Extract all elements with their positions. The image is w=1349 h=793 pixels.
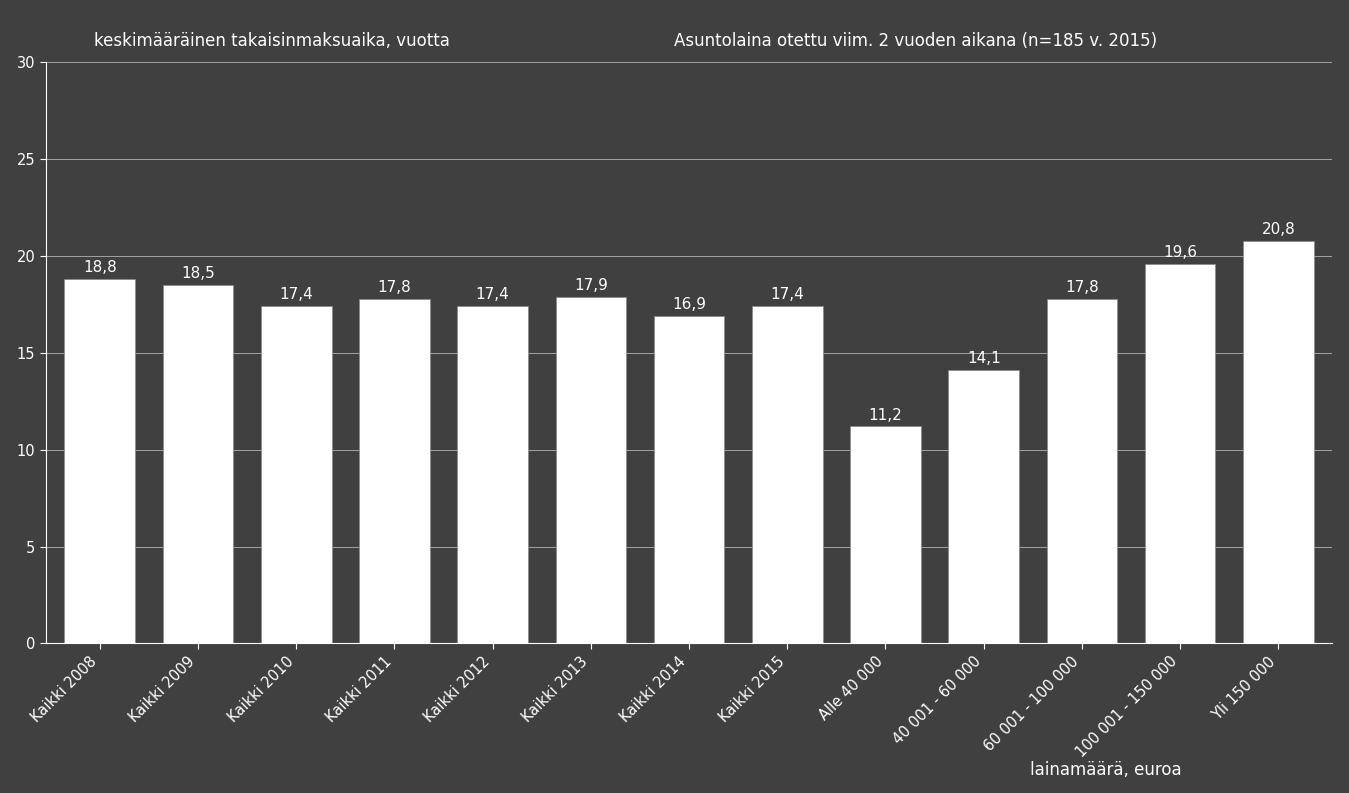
Bar [359,299,430,643]
Text: 20,8: 20,8 [1261,221,1295,236]
Text: 17,8: 17,8 [1064,280,1099,295]
Bar [1145,264,1215,643]
Bar [457,306,527,643]
Text: 17,4: 17,4 [770,288,804,302]
Text: keskimääräinen takaisinmaksuaika, vuotta: keskimääräinen takaisinmaksuaika, vuotta [94,32,451,50]
Text: 19,6: 19,6 [1163,245,1197,260]
Text: 17,8: 17,8 [378,280,411,295]
Text: 17,9: 17,9 [573,278,608,293]
Text: 11,2: 11,2 [869,408,902,423]
Text: 18,8: 18,8 [84,260,117,275]
Text: 18,5: 18,5 [181,266,214,282]
Text: lainamäärä, euroa: lainamäärä, euroa [1031,761,1182,780]
Bar [1242,240,1314,643]
Text: 16,9: 16,9 [672,297,706,312]
Bar [163,285,233,643]
Bar [654,316,724,643]
Bar [751,306,823,643]
Text: 17,4: 17,4 [279,288,313,302]
Bar [850,427,921,643]
Text: 17,4: 17,4 [476,288,510,302]
Bar [65,279,135,643]
Bar [1047,299,1117,643]
Bar [948,370,1018,643]
Text: Asuntolaina otettu viim. 2 vuoden aikana (n=185 v. 2015): Asuntolaina otettu viim. 2 vuoden aikana… [674,32,1157,50]
Bar [260,306,332,643]
Text: 14,1: 14,1 [967,351,1001,366]
Bar [556,297,626,643]
